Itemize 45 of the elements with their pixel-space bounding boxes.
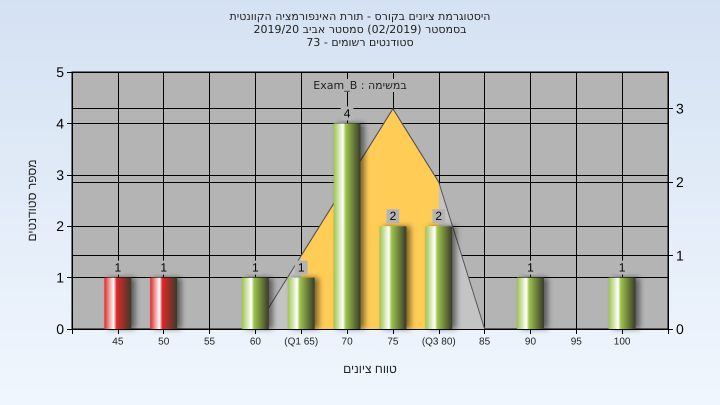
y-tick-label: 3: [56, 166, 64, 183]
x-axis-title: טווח ציונים: [343, 362, 398, 376]
y-tick-label: 1: [56, 270, 64, 286]
y-tick-label: 0: [56, 321, 64, 337]
bar: [334, 123, 361, 329]
data-label: 1: [618, 260, 626, 275]
x-tick-label: (Q1 65): [284, 336, 318, 348]
data-label: 2: [390, 209, 397, 224]
data-label: 1: [252, 260, 260, 275]
data-label: 2: [435, 209, 442, 224]
data-label: 1: [160, 260, 168, 275]
data-label: 1: [114, 260, 122, 275]
chart-title: היסטוגרמת ציונים בקורס - תורת האינפורמציה הקוונטית: [228, 10, 492, 23]
x-tick-label: 70: [342, 336, 354, 348]
annotation: Exam_B : במשימה: [313, 79, 407, 92]
y2-tick-label: 3: [676, 100, 684, 117]
bar: [608, 278, 636, 329]
bar: [242, 278, 269, 329]
y-axis-title: מספר סטודנטים: [25, 159, 39, 242]
data-label: 4: [344, 106, 351, 120]
y-tick-label: 5: [56, 64, 64, 80]
x-tick-label: 55: [204, 336, 216, 348]
y2-tick-label: 1: [676, 248, 684, 264]
data-label: 1: [298, 260, 305, 275]
y-tick-label: 4: [56, 115, 64, 132]
bar: [516, 278, 544, 329]
x-tick-label: 95: [570, 336, 582, 348]
y2-tick-label: 0: [676, 321, 684, 337]
x-tick-label: 50: [158, 336, 170, 348]
bar: [425, 226, 452, 329]
bar: [288, 278, 315, 329]
y2-tick-label: 2: [676, 174, 684, 190]
x-tick-label: 60: [250, 336, 262, 348]
chart-subtitle: בסמסטר (02/2019) סמסטר אביב 2019/20 סטודנטים רשומים - 73: [252, 23, 468, 49]
x-tick-label: 75: [387, 336, 399, 348]
data-label: 1: [527, 260, 534, 275]
x-tick-label: 45: [112, 336, 124, 348]
y-tick-label: 2: [56, 218, 64, 234]
x-tick-label: 100: [614, 336, 631, 348]
bar: [150, 278, 178, 329]
bar: [104, 278, 132, 329]
bar: [379, 226, 406, 329]
x-tick-label: (Q3 80): [422, 336, 456, 348]
x-tick-label: 90: [524, 336, 536, 348]
x-tick-label: 85: [479, 336, 491, 348]
